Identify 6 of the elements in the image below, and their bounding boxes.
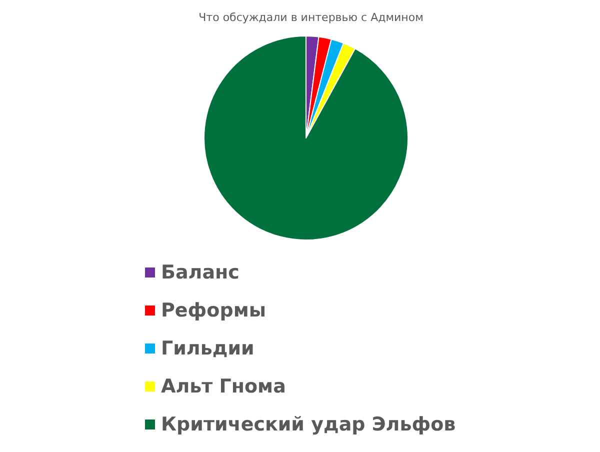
legend-label: Гильдии [161,338,254,360]
chart-title: Что обсуждали в интервью с Админом [198,11,424,24]
legend-label: Критический удар Эльфов [161,414,456,436]
legend-label: Альт Гнома [161,376,286,398]
legend-label: Баланс [161,262,240,284]
legend-label: Реформы [161,300,266,322]
